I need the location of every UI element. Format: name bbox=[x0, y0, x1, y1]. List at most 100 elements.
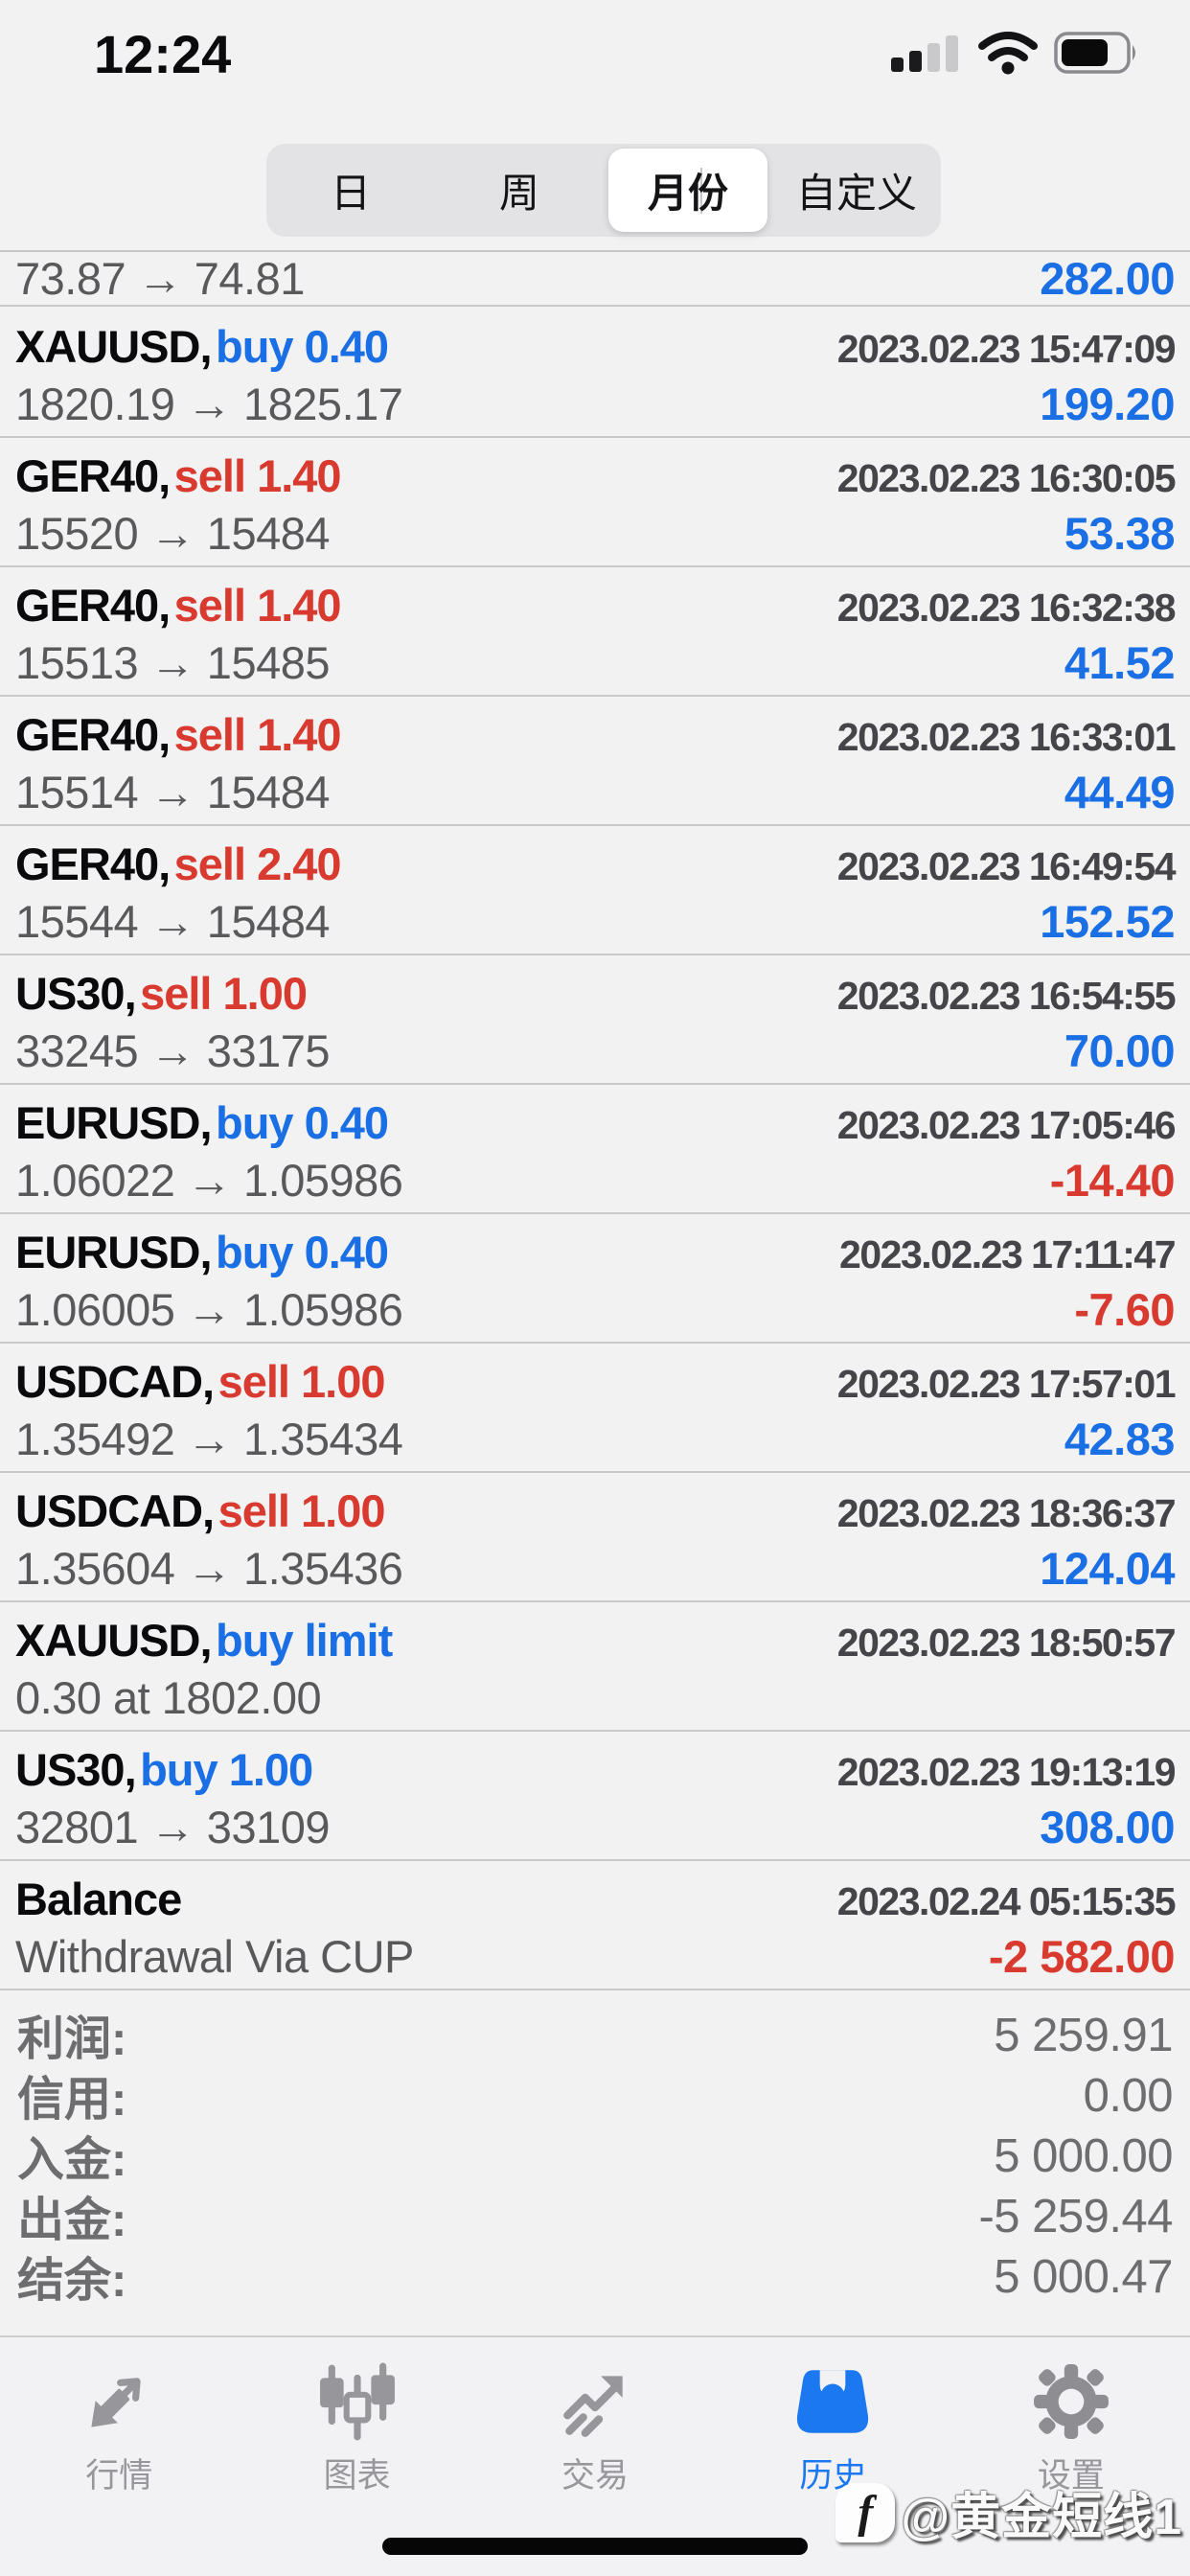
period-segmented-control: 日 周 月份 自定义 bbox=[266, 144, 941, 237]
history-icon bbox=[793, 2360, 872, 2443]
segment-day[interactable]: 日 bbox=[330, 171, 371, 216]
trade-row[interactable]: GER40, sell 1.40 2023.02.23 16:32:38 155… bbox=[0, 567, 1190, 697]
trade-side: buy 1.00 bbox=[140, 1744, 313, 1795]
header: 12:24 日 周 bbox=[0, 0, 1190, 252]
summary-value: -5 259.44 bbox=[978, 2190, 1173, 2242]
trade-prices: 1.35604 → 1.35436 bbox=[15, 1543, 403, 1594]
trade-symbol: GER40, bbox=[15, 839, 171, 889]
trade-profit: 282.00 bbox=[1040, 253, 1175, 304]
summary-row-balance: 结余: 5 000.47 bbox=[0, 2246, 1190, 2308]
trade-symbol: GER40, bbox=[15, 580, 171, 631]
trade-prices: 33245 → 33175 bbox=[15, 1025, 331, 1076]
trade-side: sell 1.40 bbox=[173, 709, 342, 760]
trade-symbol: USDCAD, bbox=[15, 1356, 215, 1407]
trade-prices: 15513 → 15485 bbox=[15, 637, 331, 688]
trade-prices: 15520 → 15484 bbox=[15, 508, 331, 559]
segment-divider bbox=[700, 168, 702, 214]
trade-prices: 15514 → 15484 bbox=[15, 767, 331, 817]
tab-label: 设置 bbox=[1037, 2457, 1105, 2495]
trade-row[interactable]: GER40, sell 1.40 2023.02.23 16:33:01 155… bbox=[0, 697, 1190, 826]
trade-datetime: 2023.02.23 18:50:57 bbox=[836, 1621, 1177, 1665]
trade-prices: 15544 → 15484 bbox=[15, 896, 331, 947]
tab-label: 行情 bbox=[85, 2457, 153, 2495]
trade-side: sell 1.00 bbox=[217, 1485, 386, 1536]
trade-row[interactable]: GER40, sell 1.40 2023.02.23 16:30:05 155… bbox=[0, 438, 1190, 567]
trade-symbol: USDCAD, bbox=[15, 1485, 215, 1536]
trade-side: buy limit bbox=[215, 1615, 393, 1666]
tab-label: 交易 bbox=[561, 2457, 629, 2495]
trade-symbol: XAUUSD, bbox=[15, 1615, 213, 1666]
summary-label: 信用: bbox=[17, 2074, 127, 2126]
segment-custom[interactable]: 自定义 bbox=[795, 171, 917, 216]
trade-datetime: 2023.02.23 16:33:01 bbox=[836, 715, 1177, 759]
summary-value: 5 259.91 bbox=[994, 2009, 1173, 2061]
trade-row[interactable]: USDCAD, sell 1.00 2023.02.23 17:57:01 1.… bbox=[0, 1344, 1190, 1473]
cellular-signal-icon bbox=[891, 33, 962, 78]
trade-profit: 152.52 bbox=[1040, 896, 1175, 947]
trade-profit: 53.38 bbox=[1064, 508, 1176, 559]
trade-profit: 44.49 bbox=[1064, 767, 1176, 817]
trade-profit: 199.20 bbox=[1040, 379, 1175, 429]
home-indicator[interactable] bbox=[382, 2538, 808, 2555]
trade-side: sell 2.40 bbox=[173, 839, 342, 889]
trade-row[interactable]: XAUUSD, buy limit 2023.02.23 18:50:57 0.… bbox=[0, 1602, 1190, 1732]
trade-prices: 73.87 → 74.81 bbox=[15, 253, 305, 304]
summary-row-deposit: 入金: 5 000.00 bbox=[0, 2126, 1190, 2187]
trade-prices: 0.30 at 1802.00 bbox=[15, 1672, 322, 1723]
settings-gear-icon bbox=[1032, 2360, 1110, 2443]
trade-profit: -2 582.00 bbox=[988, 1931, 1176, 1982]
trade-datetime: 2023.02.23 16:32:38 bbox=[836, 586, 1177, 630]
trade-row-partial[interactable]: 73.87 → 74.81 282.00 bbox=[0, 252, 1190, 307]
watermark-text: @黄金短线1 bbox=[901, 2490, 1182, 2545]
summary-label: 利润: bbox=[17, 2013, 127, 2065]
trade-row[interactable]: EURUSD, buy 0.40 2023.02.23 17:05:46 1.0… bbox=[0, 1085, 1190, 1214]
tab-trade[interactable]: 交易 bbox=[476, 2337, 714, 2576]
segment-selected-pill bbox=[608, 149, 767, 232]
tab-quotes[interactable]: 行情 bbox=[0, 2337, 238, 2576]
summary-row-withdrawal: 出金: -5 259.44 bbox=[0, 2186, 1190, 2247]
trade-profit: -7.60 bbox=[1074, 1284, 1175, 1335]
trade-datetime: 2023.02.23 15:47:09 bbox=[836, 327, 1177, 371]
charts-icon bbox=[318, 2360, 397, 2443]
trade-prices: 1820.19 → 1825.17 bbox=[15, 379, 403, 429]
trade-row[interactable]: GER40, sell 2.40 2023.02.23 16:49:54 155… bbox=[0, 826, 1190, 955]
trade-side: sell 1.00 bbox=[217, 1356, 386, 1407]
trade-row[interactable]: EURUSD, buy 0.40 2023.02.23 17:11:47 1.0… bbox=[0, 1214, 1190, 1344]
trade-row[interactable]: US30, sell 1.00 2023.02.23 16:54:55 3324… bbox=[0, 955, 1190, 1085]
tab-label: 图表 bbox=[323, 2457, 391, 2495]
trade-profit: 70.00 bbox=[1064, 1025, 1176, 1076]
summary-label: 结余: bbox=[17, 2255, 127, 2307]
summary-value: 5 000.00 bbox=[994, 2129, 1173, 2182]
trade-row[interactable]: Balance 2023.02.24 05:15:35 Withdrawal V… bbox=[0, 1861, 1190, 1990]
trade-side: sell 1.00 bbox=[140, 968, 308, 1019]
status-time: 12:24 bbox=[94, 24, 232, 84]
trade-prices: Withdrawal Via CUP bbox=[15, 1931, 414, 1982]
segment-week[interactable]: 周 bbox=[498, 171, 539, 216]
trade-side: buy 0.40 bbox=[215, 1227, 389, 1277]
trade-prices: 1.06022 → 1.05986 bbox=[15, 1155, 403, 1206]
trade-symbol: US30, bbox=[15, 1744, 137, 1795]
trade-datetime: 2023.02.23 18:36:37 bbox=[836, 1491, 1177, 1535]
battery-icon bbox=[1054, 32, 1140, 79]
status-icons bbox=[891, 31, 1140, 80]
watermark-f-logo-icon: f bbox=[835, 2482, 896, 2542]
trade-side: buy 0.40 bbox=[215, 1097, 389, 1148]
trade-symbol: Balance bbox=[15, 1874, 182, 1924]
trade-prices: 32801 → 33109 bbox=[15, 1802, 331, 1852]
segment-month[interactable]: 月份 bbox=[647, 171, 728, 216]
tab-settings[interactable]: 设置 bbox=[952, 2337, 1190, 2576]
summary-label: 入金: bbox=[17, 2134, 127, 2186]
trade-side: sell 1.40 bbox=[173, 580, 342, 631]
trade-row[interactable]: USDCAD, sell 1.00 2023.02.23 18:36:37 1.… bbox=[0, 1473, 1190, 1602]
tab-charts[interactable]: 图表 bbox=[238, 2337, 475, 2576]
wifi-icon bbox=[977, 31, 1039, 80]
trade-symbol: GER40, bbox=[15, 450, 171, 501]
trade-profit: 42.83 bbox=[1064, 1414, 1176, 1464]
trade-prices: 1.06005 → 1.05986 bbox=[15, 1284, 403, 1335]
trade-side: sell 1.40 bbox=[173, 450, 342, 501]
trade-datetime: 2023.02.23 16:49:54 bbox=[836, 844, 1177, 888]
trade-row[interactable]: US30, buy 1.00 2023.02.23 19:13:19 32801… bbox=[0, 1732, 1190, 1861]
trade-row[interactable]: XAUUSD, buy 0.40 2023.02.23 15:47:09 182… bbox=[0, 309, 1190, 438]
watermark: f @黄金短线1 bbox=[835, 2476, 1182, 2548]
trade-symbol: GER40, bbox=[15, 709, 171, 760]
